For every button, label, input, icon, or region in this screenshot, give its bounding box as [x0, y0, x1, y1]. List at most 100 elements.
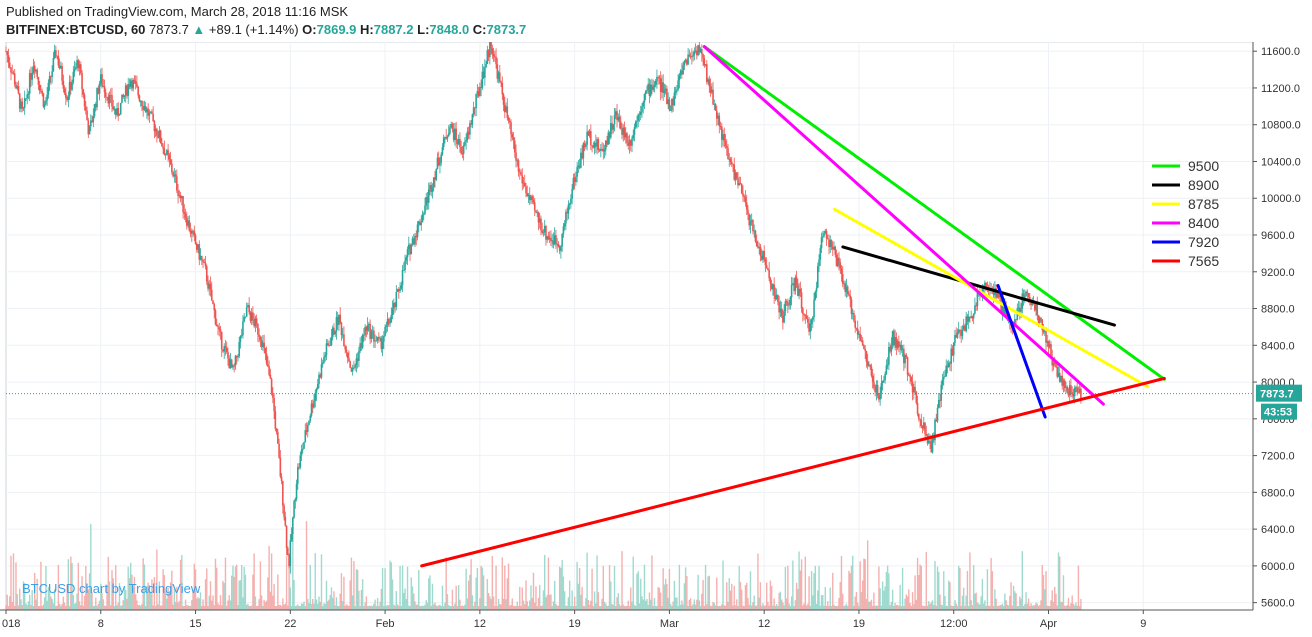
- volume-bar: [353, 561, 355, 610]
- candle-body: [720, 126, 723, 140]
- volume-bar: [25, 603, 27, 610]
- volume-bar: [232, 565, 234, 610]
- candle-body: [204, 262, 207, 267]
- candle-body: [671, 98, 673, 111]
- volume-bar: [45, 566, 47, 610]
- volume-bar: [445, 557, 447, 610]
- candle-body: [104, 92, 107, 97]
- candle-body: [152, 113, 154, 122]
- volume-bar: [86, 592, 88, 610]
- price-chart[interactable]: 5600.06000.06400.06800.07200.07600.08000…: [0, 42, 1312, 637]
- volume-bar: [652, 605, 654, 610]
- candle-body: [528, 194, 531, 201]
- candle-body: [1031, 301, 1034, 306]
- candle-body: [843, 283, 845, 285]
- candle-body: [464, 141, 466, 146]
- candle-body: [356, 358, 359, 361]
- candle-body: [40, 90, 42, 92]
- volume-bar: [853, 605, 855, 610]
- volume-bar: [138, 604, 141, 610]
- volume-bar: [565, 605, 567, 610]
- candle-body: [648, 83, 651, 96]
- candle-body: [548, 237, 551, 240]
- candle-body: [873, 381, 875, 388]
- high-value: 7887.2: [373, 22, 414, 37]
- volume-bar: [141, 604, 143, 610]
- candle-body: [436, 157, 439, 170]
- candle-body: [275, 428, 278, 433]
- volume-bar: [98, 600, 101, 610]
- candle-body: [263, 342, 265, 348]
- candle-body: [127, 84, 130, 96]
- price-axis[interactable]: 5600.06000.06400.06800.07200.07600.08000…: [1252, 42, 1301, 610]
- volume-bar: [977, 603, 980, 610]
- price-tick-label: 6400.0: [1261, 524, 1295, 536]
- candle-body: [712, 89, 714, 105]
- volume-bar: [965, 595, 967, 610]
- time-tick-label: 19: [853, 618, 865, 630]
- volume-bar: [21, 604, 23, 610]
- volume-bar: [825, 605, 828, 610]
- volume-bar: [537, 598, 540, 610]
- volume-bar: [142, 558, 144, 610]
- volume-bar: [640, 578, 642, 610]
- candle-body: [287, 547, 289, 556]
- candle-body: [417, 221, 420, 225]
- candle-body: [112, 106, 115, 110]
- candle-body: [628, 140, 631, 146]
- candle-body: [96, 88, 98, 108]
- volume-bar: [87, 589, 90, 610]
- volume-bar: [332, 597, 334, 610]
- volume-bar: [201, 605, 203, 610]
- candle-body: [802, 308, 804, 314]
- volume-bar: [648, 592, 651, 610]
- volume-bar: [494, 605, 496, 610]
- candle-body: [491, 48, 494, 54]
- candle-body: [622, 127, 625, 135]
- volume-bar: [370, 605, 373, 610]
- volume-bar: [659, 592, 662, 610]
- volume-bar: [100, 583, 102, 610]
- volume-bar: [77, 562, 80, 610]
- candle-body: [535, 210, 537, 213]
- volume-bar: [501, 557, 504, 610]
- volume-bar: [433, 604, 435, 610]
- volume-bar: [401, 565, 404, 610]
- candle-body: [962, 325, 965, 330]
- volume-bar: [310, 603, 313, 610]
- candle-body: [586, 131, 588, 145]
- volume-bar: [115, 565, 117, 610]
- candle-body: [465, 139, 467, 142]
- volume-bar: [913, 604, 915, 610]
- volume-bar: [384, 568, 386, 610]
- volume-bar: [568, 580, 571, 610]
- volume-bar: [620, 605, 622, 610]
- candle-body: [1055, 364, 1057, 368]
- time-axis[interactable]: 018 8 15 22 Feb 12 19 Mar 12 19 12:00 Apr 9: [0, 609, 1253, 630]
- candle-body: [222, 349, 224, 352]
- volume-bar: [113, 605, 116, 610]
- candle-body: [744, 197, 747, 203]
- volume-bar: [105, 605, 107, 610]
- volume-bar: [830, 605, 833, 610]
- volume-bar: [520, 605, 522, 610]
- candle-body: [1019, 307, 1021, 312]
- candle-body: [915, 391, 918, 403]
- candle-body: [193, 231, 196, 236]
- candle-body: [272, 393, 274, 398]
- volume-bar: [345, 604, 348, 610]
- time-tick-label: 15: [189, 618, 201, 630]
- candle-body: [816, 266, 819, 288]
- candle-body: [258, 334, 260, 337]
- volume-bar: [361, 579, 364, 610]
- candle-body: [972, 313, 975, 319]
- candle-body: [273, 397, 275, 412]
- volume-bar: [469, 574, 471, 610]
- candle-body: [359, 343, 361, 352]
- plot-area[interactable]: [5, 42, 1254, 611]
- volume-bar: [679, 604, 682, 610]
- candle-body: [916, 402, 919, 414]
- candle-body: [932, 436, 935, 441]
- volume-bar: [630, 587, 632, 610]
- volume-bar: [249, 605, 252, 610]
